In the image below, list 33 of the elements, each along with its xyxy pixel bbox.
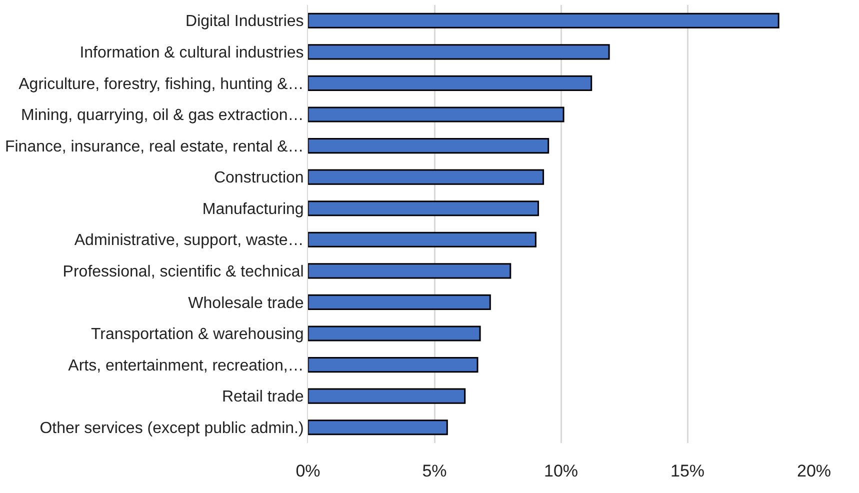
y-tick-label: Agriculture, forestry, fishing, hunting &… bbox=[18, 76, 304, 93]
y-tick-label: Other services (except public admin.) bbox=[40, 420, 304, 437]
y-tick-label: Construction bbox=[214, 170, 304, 187]
bar bbox=[308, 44, 610, 60]
bar bbox=[308, 232, 536, 248]
bar bbox=[308, 169, 544, 185]
y-tick-label: Finance, insurance, real estate, rental &… bbox=[4, 138, 304, 156]
bar bbox=[308, 138, 550, 154]
x-tick-label: 15% bbox=[670, 461, 705, 480]
bar bbox=[308, 357, 478, 373]
x-tick-label: 0% bbox=[296, 461, 320, 480]
bar bbox=[308, 12, 780, 28]
y-tick-label: Manufacturing bbox=[202, 200, 304, 218]
bar bbox=[308, 326, 481, 342]
x-tick-label: 20% bbox=[796, 461, 832, 480]
y-tick-label: Transportation & warehousing bbox=[90, 326, 304, 344]
y-tick-label: Professional, scientific & technical bbox=[62, 264, 304, 281]
bar bbox=[308, 294, 491, 310]
bar bbox=[308, 75, 592, 91]
y-tick-label: Retail trade bbox=[222, 388, 304, 406]
bar bbox=[308, 200, 539, 216]
bar bbox=[308, 420, 448, 436]
bar bbox=[308, 388, 466, 404]
x-tick-label: 10% bbox=[544, 461, 578, 480]
bar bbox=[308, 106, 564, 122]
y-tick-label: Wholesale trade bbox=[188, 294, 304, 312]
y-tick-label: Information & cultural industries bbox=[80, 44, 304, 62]
y-tick-label: Administrative, support, waste… bbox=[74, 232, 304, 250]
bar bbox=[308, 263, 512, 279]
x-tick-label: 5% bbox=[422, 461, 447, 480]
y-tick-label: Arts, entertainment, recreation,… bbox=[68, 357, 304, 374]
y-tick-label: Digital Industries bbox=[186, 13, 304, 30]
y-tick-label: Mining, quarrying, oil & gas extraction… bbox=[21, 107, 304, 124]
